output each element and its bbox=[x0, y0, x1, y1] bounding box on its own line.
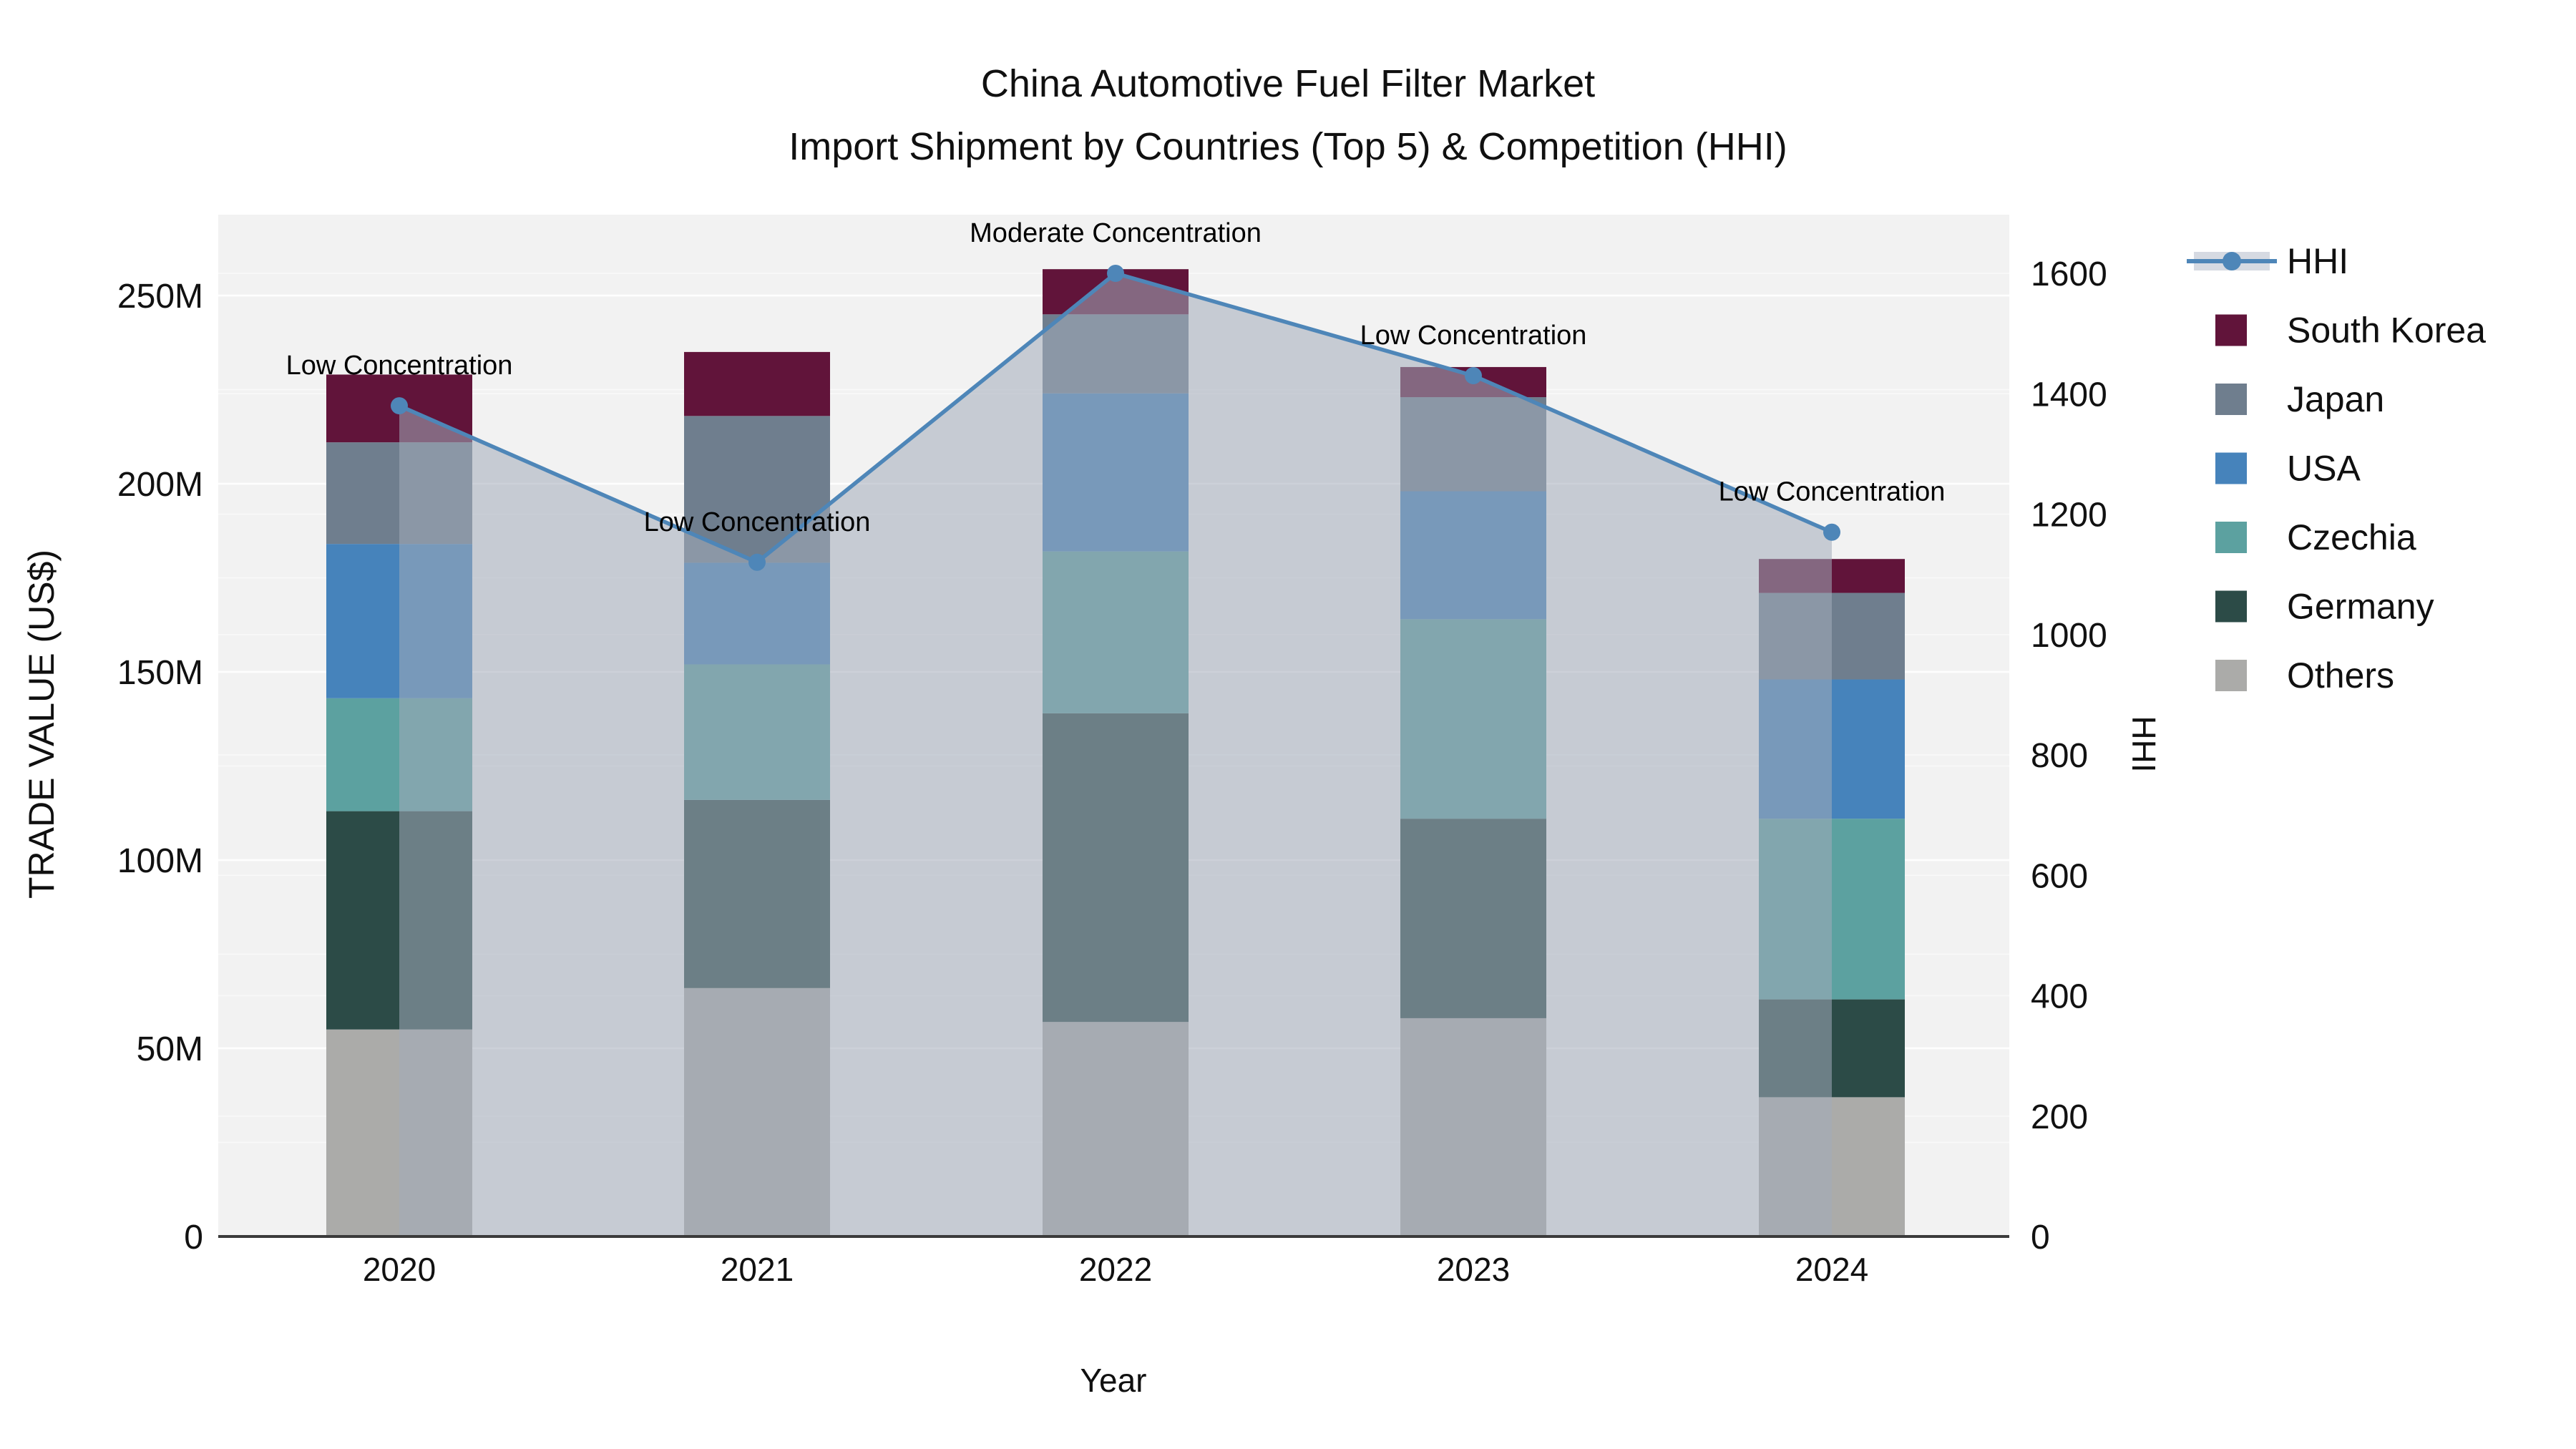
y-right-tick-0: 0 bbox=[2031, 1219, 2050, 1257]
legend-swatch-czechia bbox=[2215, 522, 2247, 553]
annotation-2020: Low Concentration bbox=[286, 351, 513, 381]
annotation-2022: Moderate Concentration bbox=[970, 218, 1262, 248]
legend-swatch-japan bbox=[2215, 384, 2247, 415]
x-tick-2024: 2024 bbox=[1795, 1251, 1868, 1288]
tick-labels: 0 50M 100M 150M 200M 250M 0 200 400 600 800 1000 120… bbox=[117, 255, 2107, 1288]
x-tick-2020: 2020 bbox=[363, 1251, 436, 1288]
chart-title-line2: Import Shipment by Countries (Top 5) & C… bbox=[789, 125, 1787, 168]
annotation-2023: Low Concentration bbox=[1360, 321, 1587, 351]
y-right-tick-1400: 1400 bbox=[2031, 376, 2107, 414]
annotation-2024: Low Concentration bbox=[1719, 477, 1946, 507]
y-right-tick-400: 400 bbox=[2031, 978, 2088, 1016]
y-right-tick-1200: 1200 bbox=[2031, 497, 2107, 535]
y-left-tick-100M: 100M bbox=[117, 842, 203, 880]
legend-item-others[interactable]: Others bbox=[2215, 655, 2394, 696]
chart-title-line1: China Automotive Fuel Filter Market bbox=[980, 62, 1596, 105]
y-left-tick-200M: 200M bbox=[117, 466, 203, 504]
legend-item-south-korea[interactable]: South Korea bbox=[2215, 311, 2486, 351]
legend-label-czechia: Czechia bbox=[2287, 517, 2416, 557]
y-right-tick-800: 800 bbox=[2031, 737, 2088, 775]
y-left-tick-150M: 150M bbox=[117, 654, 203, 692]
legend-item-usa[interactable]: USA bbox=[2215, 449, 2361, 489]
hhi-marker-2024 bbox=[1823, 523, 1840, 541]
legend-swatch-others bbox=[2215, 660, 2247, 691]
x-tick-2023: 2023 bbox=[1437, 1251, 1510, 1288]
x-axis-title: Year bbox=[1080, 1362, 1147, 1399]
legend: HHI South Korea Japan USA Czechia Germany Othe… bbox=[2187, 241, 2486, 696]
legend-item-germany[interactable]: Germany bbox=[2215, 587, 2434, 627]
legend-label-japan: Japan bbox=[2287, 379, 2384, 419]
hhi-marker-2023 bbox=[1465, 367, 1482, 385]
legend-item-japan[interactable]: Japan bbox=[2215, 379, 2384, 419]
legend-hhi-marker-swatch bbox=[2223, 252, 2241, 270]
legend-label-germany: Germany bbox=[2287, 587, 2434, 627]
y-left-tick-250M: 250M bbox=[117, 278, 203, 316]
x-tick-2022: 2022 bbox=[1079, 1251, 1152, 1288]
hhi-marker-2021 bbox=[748, 553, 766, 571]
legend-label-south-korea: South Korea bbox=[2287, 311, 2486, 351]
legend-swatch-germany bbox=[2215, 590, 2247, 623]
legend-label-hhi: HHI bbox=[2287, 241, 2348, 281]
legend-item-hhi[interactable]: HHI bbox=[2187, 241, 2348, 281]
annotation-2021: Low Concentration bbox=[644, 507, 871, 537]
hhi-area-fill bbox=[399, 273, 1832, 1236]
y-right-tick-600: 600 bbox=[2031, 857, 2088, 895]
hhi-marker-2020 bbox=[391, 397, 408, 415]
bar-segment-south-korea-2021 bbox=[684, 351, 830, 416]
legend-swatch-usa bbox=[2215, 452, 2247, 484]
legend-label-usa: USA bbox=[2287, 449, 2361, 489]
legend-label-others: Others bbox=[2287, 655, 2394, 696]
legend-swatch-south-korea bbox=[2215, 314, 2247, 346]
y-right-tick-1600: 1600 bbox=[2031, 255, 2107, 293]
y-right-tick-1000: 1000 bbox=[2031, 617, 2107, 655]
y-left-tick-50M: 50M bbox=[137, 1030, 203, 1068]
legend-item-czechia[interactable]: Czechia bbox=[2215, 517, 2416, 557]
y-left-tick-0: 0 bbox=[184, 1219, 203, 1257]
hhi-marker-2022 bbox=[1107, 265, 1124, 282]
x-tick-2021: 2021 bbox=[721, 1251, 794, 1288]
y-right-tick-200: 200 bbox=[2031, 1098, 2088, 1136]
